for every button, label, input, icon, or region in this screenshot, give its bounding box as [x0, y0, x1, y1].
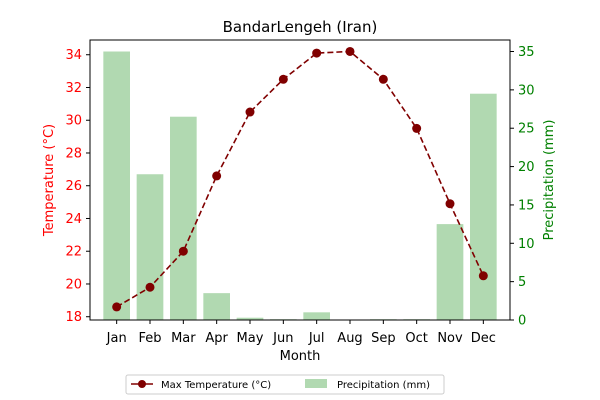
left-y-tick-label: 30: [65, 114, 82, 129]
temperature-line: [116, 50, 485, 308]
right-y-axis-label: Precipitation (mm): [542, 120, 557, 241]
temperature-point-oct: [412, 123, 422, 133]
precipitation-bar-nov: [436, 224, 464, 320]
x-tick-label: Oct: [405, 331, 427, 346]
temperature-point-jul: [312, 48, 322, 58]
x-tick-label: Sep: [371, 331, 396, 346]
temperature-point-apr: [212, 171, 222, 181]
axes: [89, 39, 511, 321]
x-tick-label: Apr: [205, 331, 228, 346]
x-tick-label: Jan: [106, 331, 127, 346]
temperature-point-sep: [378, 74, 388, 84]
temperature-point-nov: [445, 199, 455, 209]
legend: Max Temperature (°C) Precipitation (mm): [125, 374, 445, 395]
legend-frame: [125, 374, 445, 395]
precipitation-bar-dec: [470, 93, 497, 320]
right-y-tick-label: 20: [518, 160, 535, 175]
temperature-point-mar: [178, 246, 188, 256]
x-tick-label: Nov: [437, 331, 463, 346]
right-y-tick-label: 10: [518, 237, 535, 252]
x-tick-label: Dec: [471, 331, 496, 346]
precipitation-bar-jul: [303, 312, 330, 320]
precipitation-bar-may: [236, 317, 264, 320]
temperature-point-dec: [478, 271, 488, 281]
legend-precipitation-swatch: [305, 379, 327, 388]
legend-temperature-label: Max Temperature (°C): [161, 380, 271, 391]
precipitation-bar-mar: [170, 116, 197, 320]
temperature-point-jan: [112, 302, 122, 312]
right-y-tick-label: 15: [518, 198, 535, 213]
temperature-point-jun: [278, 74, 288, 84]
left-y-tick-label: 34: [65, 48, 82, 63]
left-y-tick-label: 32: [65, 81, 82, 96]
x-axis-label: Month: [280, 349, 321, 364]
right-y-axis-ticks: 0 5 10 15 20 25 30 35: [510, 45, 535, 329]
temperature-point-feb: [145, 282, 155, 292]
right-y-tick-label: 5: [518, 275, 526, 290]
temperature-line-series: [112, 46, 488, 312]
x-tick-label: Jun: [272, 331, 293, 346]
x-tick-label: Mar: [171, 331, 196, 346]
left-y-tick-label: 24: [65, 212, 82, 227]
precipitation-bar-feb: [136, 174, 164, 320]
left-y-tick-label: 18: [65, 310, 82, 325]
x-tick-label: May: [237, 331, 264, 346]
left-y-tick-label: 22: [65, 245, 82, 260]
left-y-axis-ticks: 18 20 22 24 26 28 30 32 34: [65, 48, 90, 325]
x-tick-label: Jul: [308, 331, 325, 346]
temperature-point-may: [245, 107, 255, 117]
left-y-tick-label: 26: [65, 179, 82, 194]
left-y-tick-label: 28: [65, 146, 82, 161]
x-tick-label: Aug: [337, 331, 362, 346]
precipitation-bars: [103, 51, 497, 321]
x-tick-label: Feb: [138, 331, 161, 346]
right-y-tick-label: 30: [518, 83, 535, 98]
legend-precipitation-label: Precipitation (mm): [337, 380, 430, 391]
right-y-tick-label: 35: [518, 45, 535, 60]
plot-frame: [89, 39, 511, 321]
right-y-tick-label: 0: [518, 314, 526, 329]
precipitation-bar-jan: [103, 51, 130, 321]
right-y-tick-label: 25: [518, 122, 535, 137]
x-axis-ticks: Jan Feb Mar Apr May Jun Jul Aug Sep Oct Nov Dec: [106, 320, 496, 346]
left-y-axis-label: Temperature (°C): [42, 124, 57, 237]
legend-temperature-marker-swatch: [138, 380, 146, 388]
left-y-tick-label: 20: [65, 277, 82, 292]
temperature-point-aug: [345, 46, 355, 56]
chart-title: BandarLengeh (Iran): [223, 18, 378, 36]
precipitation-bar-apr: [203, 293, 230, 320]
